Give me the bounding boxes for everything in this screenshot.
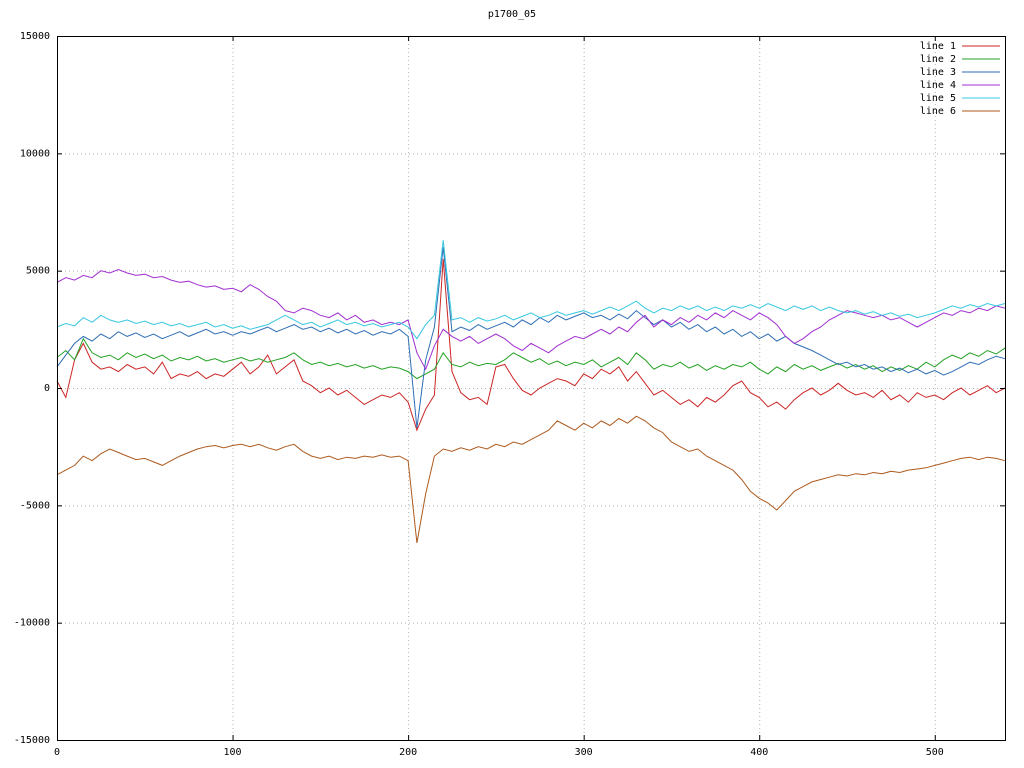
plot-border xyxy=(57,36,1006,741)
y-tick-label: -10000 xyxy=(14,618,50,629)
x-tick-label: 100 xyxy=(224,747,242,758)
legend-label: line 5 xyxy=(920,93,956,104)
series-line-6 xyxy=(56,415,1006,543)
y-tick-label: -5000 xyxy=(20,500,50,511)
axis-tick-labels: -15000 -10000 -5000 0 5000 10000 15000 0 100 200 3… xyxy=(14,31,944,758)
tick-marks xyxy=(57,36,1005,741)
legend-label: line 3 xyxy=(920,67,956,78)
legend: line 1 line 2 line 3 line 4 line 5 line 6 xyxy=(920,41,1000,117)
y-tick-label: -15000 xyxy=(14,735,50,746)
y-tick-label: 15000 xyxy=(20,31,50,42)
x-tick-label: 300 xyxy=(575,747,593,758)
series-line-3 xyxy=(56,247,1006,428)
series-line-1 xyxy=(56,258,1006,432)
chart-title: p1700_05 xyxy=(487,9,537,20)
legend-label: line 4 xyxy=(920,80,956,91)
y-tick-label: 5000 xyxy=(26,266,50,277)
y-tick-label: 10000 xyxy=(20,148,50,159)
y-tick-label: 0 xyxy=(44,383,50,394)
legend-label: line 2 xyxy=(920,54,956,65)
legend-label: line 6 xyxy=(920,106,956,117)
x-tick-label: 0 xyxy=(54,747,60,758)
x-tick-label: 400 xyxy=(750,747,768,758)
series-line-4 xyxy=(56,268,1006,371)
x-tick-label: 500 xyxy=(926,747,944,758)
grid xyxy=(57,36,1005,741)
legend-label: line 1 xyxy=(920,41,956,52)
series-line-5 xyxy=(56,240,1006,340)
x-tick-label: 200 xyxy=(399,747,417,758)
series-line-2 xyxy=(56,337,1006,380)
series-lines xyxy=(56,240,1006,543)
